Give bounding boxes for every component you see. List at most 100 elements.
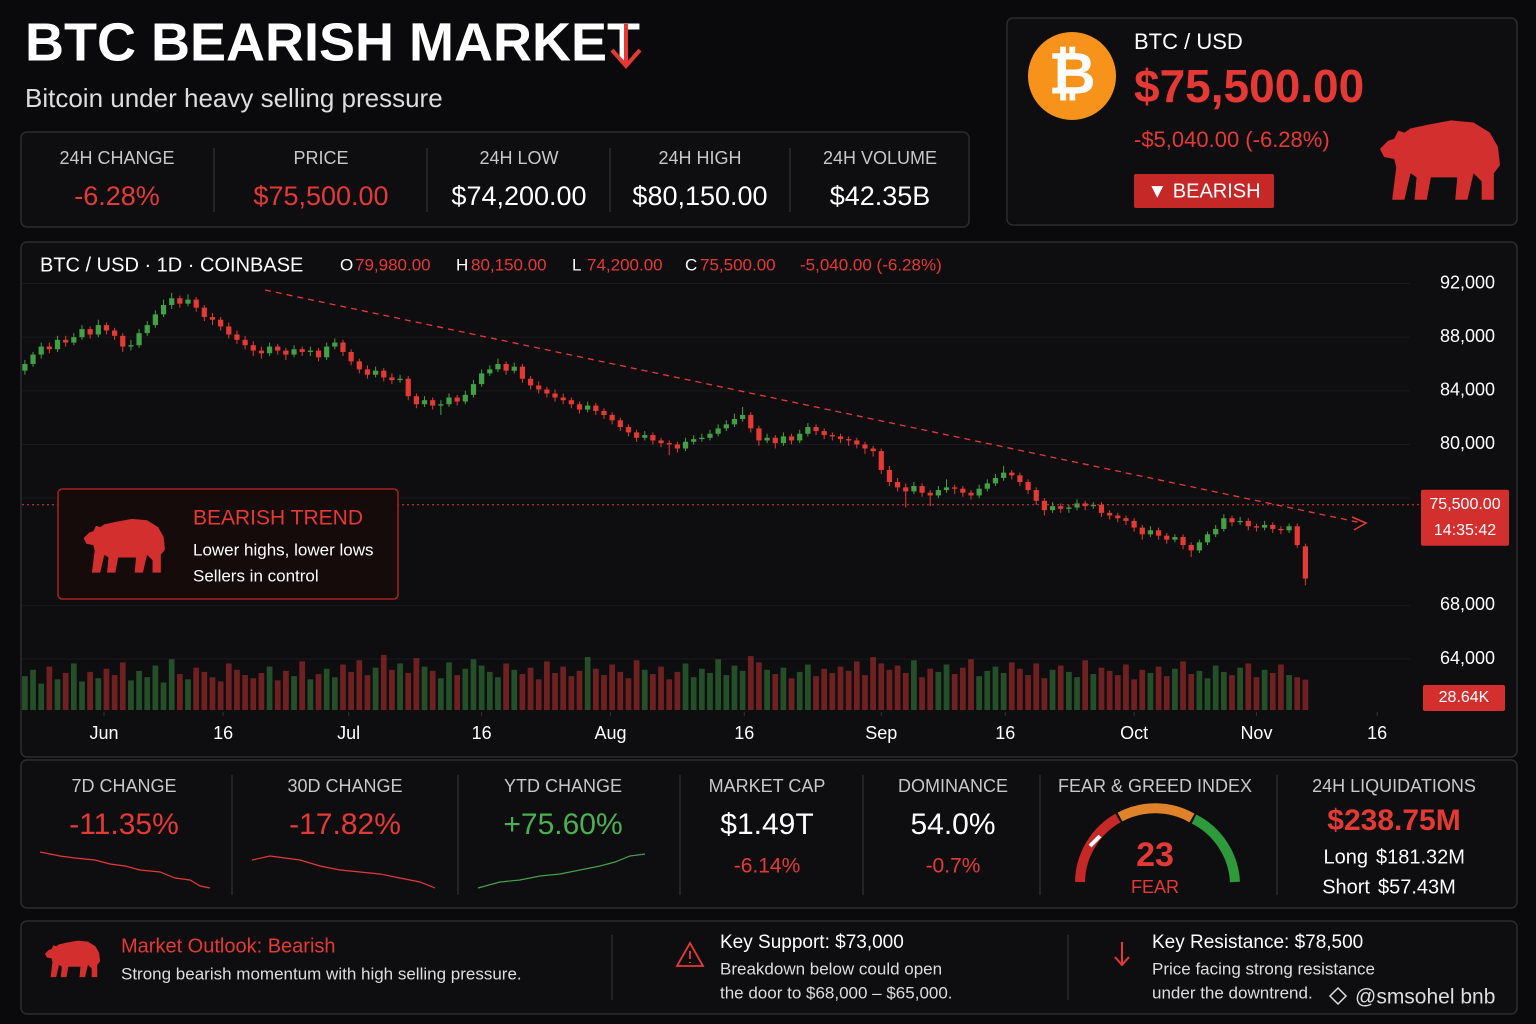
candle-body [674, 444, 680, 449]
volume-bar [1269, 672, 1276, 710]
candle-body [22, 363, 28, 371]
volume-bar [641, 669, 648, 710]
candle-body [519, 366, 526, 379]
stat-value: -6.28% [74, 181, 160, 211]
volume-bar [805, 664, 811, 710]
x-tick-label: Jun [89, 723, 118, 743]
volume-bar [193, 667, 200, 710]
volume-bar [1155, 666, 1162, 710]
volume-bar [258, 672, 265, 710]
legend-key: O [340, 255, 353, 274]
countdown: 14:35:42 [1434, 522, 1496, 539]
volume-bar [568, 676, 575, 710]
volume-bar [299, 661, 306, 710]
y-tick-label: 92,000 [1440, 272, 1495, 292]
candle-body [54, 339, 61, 350]
subtitle: Bitcoin under heavy selling pressure [25, 83, 443, 113]
candle-body [1155, 530, 1162, 536]
candle-body [1107, 512, 1113, 516]
fear-text: FEAR [1131, 877, 1179, 897]
volume-bar [340, 664, 346, 710]
metric-label: MARKET CAP [709, 776, 826, 796]
candle-body [503, 363, 509, 371]
candle-body [234, 334, 240, 340]
outlook-text: Price facing strong resistance [1152, 959, 1375, 978]
candle-body [805, 427, 811, 434]
x-tick-label: 16 [213, 723, 233, 743]
volume-bar [470, 659, 477, 710]
volume-bar [356, 660, 363, 710]
volume-bar [813, 676, 819, 710]
candle-body [1164, 535, 1170, 540]
volume-bar [1090, 674, 1097, 710]
price-tag [1421, 489, 1509, 546]
candle-body [723, 424, 729, 429]
candle-body [935, 490, 941, 496]
volume-bar [283, 670, 289, 710]
volume-bar [1188, 674, 1195, 710]
candle-body [821, 431, 827, 436]
trend-arrow [1351, 516, 1368, 531]
volume-bar [1041, 678, 1048, 710]
stat-value: $75,500.00 [253, 181, 388, 211]
candle-body [1074, 503, 1080, 508]
stat-value: $74,200.00 [451, 181, 586, 211]
metric-label: 7D CHANGE [71, 776, 176, 796]
candle-body [829, 435, 835, 437]
legend-key: L [572, 255, 581, 274]
candle-body [927, 492, 933, 496]
volume-bar [674, 671, 681, 710]
volume-bar [829, 672, 836, 710]
volume-bar [209, 677, 216, 710]
volume-bar [845, 670, 852, 710]
candle-body [356, 361, 362, 370]
candle-body [112, 330, 118, 336]
metric-label: 30D CHANGE [287, 776, 402, 796]
volume-bar [894, 665, 901, 710]
legend-value: 80,150.00 [471, 255, 547, 274]
volume-bar [291, 676, 297, 710]
volume-bar [535, 679, 542, 710]
candle-body [340, 342, 346, 352]
volume-bar [177, 674, 183, 710]
candle-body [169, 298, 175, 305]
candle-body [430, 400, 436, 406]
candle-body [209, 317, 216, 320]
outlook-title: Key Support: $73,000 [720, 932, 904, 953]
x-tick-label: 16 [1367, 723, 1387, 743]
volume-bar [682, 663, 689, 710]
volume-bar [54, 679, 61, 710]
volume-bar [95, 678, 102, 710]
volume-bar [1172, 668, 1178, 710]
volume-bar [22, 676, 28, 710]
chart-panel [20, 241, 1518, 758]
metric-value: +75.60% [503, 808, 622, 841]
candle-body [1302, 546, 1308, 579]
candle-body [389, 377, 395, 381]
candle-body [462, 394, 468, 402]
candle-body [511, 366, 517, 371]
annotation-line: Lower highs, lower lows [193, 540, 373, 559]
candle-body [152, 314, 158, 326]
candle-body [1278, 528, 1284, 531]
volume-bar [103, 668, 110, 710]
candle-body [764, 437, 770, 441]
candle-body [952, 487, 958, 489]
volume-bar [462, 668, 469, 710]
volume-bar [397, 663, 403, 710]
candle-body [1033, 490, 1039, 501]
long-label: Long [1324, 846, 1369, 868]
candle-body [266, 346, 273, 354]
x-tick-label: Jul [337, 723, 360, 743]
volume-bar [731, 665, 738, 710]
volume-bar [429, 670, 436, 710]
candle-body [63, 339, 69, 343]
candle-body [544, 389, 550, 394]
volume-bar [1204, 678, 1211, 710]
candle-body [71, 337, 77, 343]
candle-body [307, 350, 313, 352]
volume-bar [609, 664, 615, 710]
candle-body [1090, 504, 1096, 507]
metric-label: DOMINANCE [898, 776, 1008, 796]
volume-bar [128, 680, 134, 710]
